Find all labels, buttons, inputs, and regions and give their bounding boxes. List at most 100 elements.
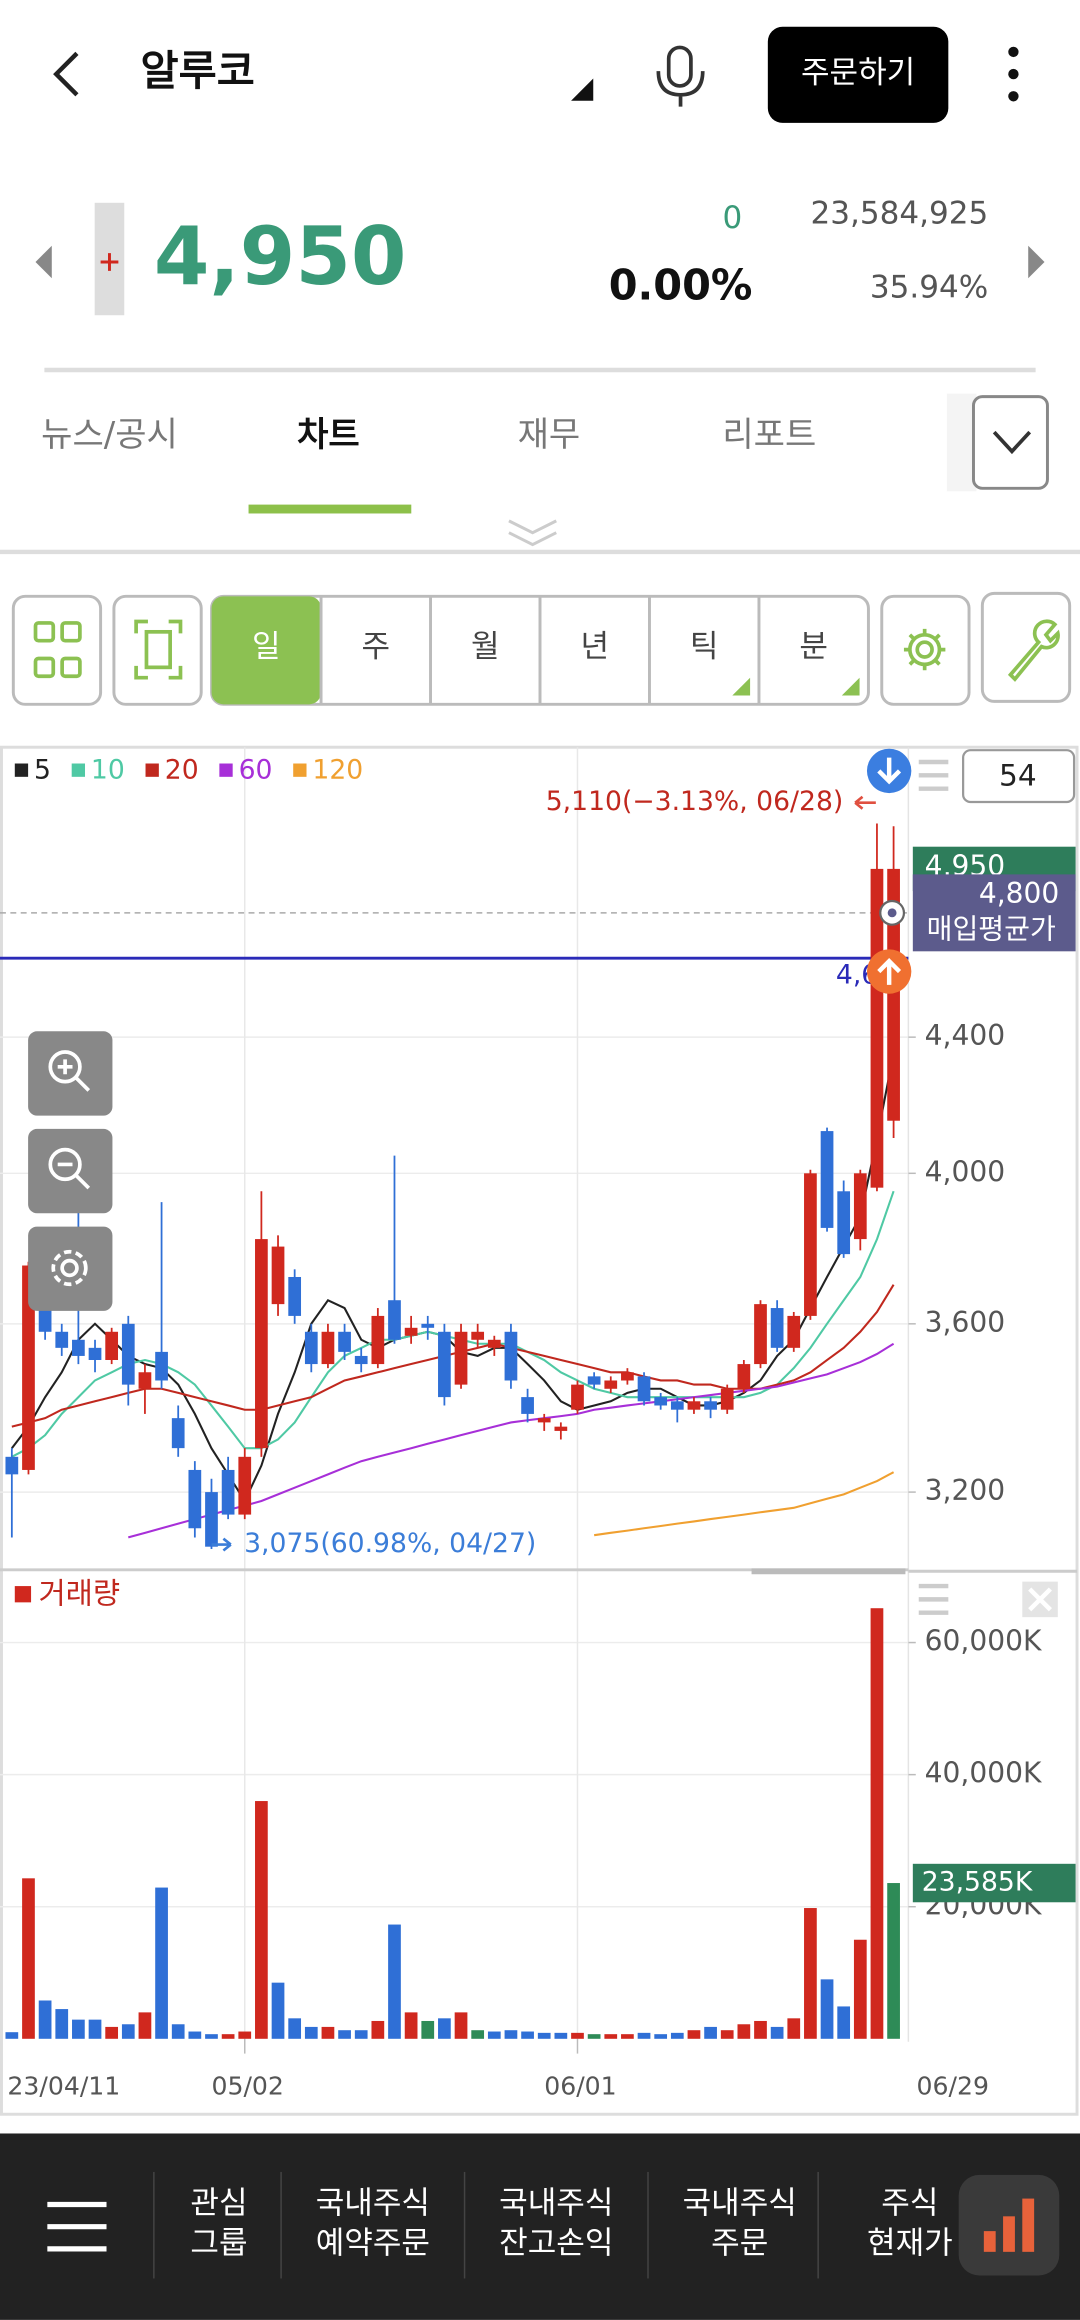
volume-title: 거래량: [38, 1576, 120, 1610]
candle-body: [770, 1308, 784, 1348]
menu-button[interactable]: [47, 2201, 107, 2252]
candle-body: [687, 1401, 701, 1410]
volume-bar: [754, 2020, 767, 2039]
period-option[interactable]: 주: [361, 629, 390, 665]
volume-bar: [571, 2032, 584, 2039]
chart-settings-button[interactable]: [28, 1226, 113, 1311]
zoom-in-button[interactable]: [28, 1031, 113, 1116]
prev-stock[interactable]: [35, 245, 52, 279]
nav-item-line: 국내주식: [683, 2185, 797, 2221]
high-arrow: [854, 795, 876, 810]
candle-body: [487, 1339, 501, 1348]
candle-body: [621, 1372, 634, 1381]
candle-body: [88, 1347, 102, 1360]
x-tick-label: 06/01: [544, 2072, 616, 2101]
tab[interactable]: 뉴스/공시: [41, 415, 178, 455]
nav-item-line: 그룹: [190, 2225, 247, 2261]
volume-bar: [637, 2032, 651, 2039]
order-button[interactable]: [767, 26, 949, 123]
nav-item[interactable]: 국내주식 예약주문: [316, 2185, 430, 2261]
order-button-label: 주문하기: [801, 55, 915, 91]
layout-icon: [33, 621, 82, 679]
candle-body: [171, 1418, 185, 1449]
volume-bar: [171, 2024, 185, 2039]
candle-body: [105, 1331, 119, 1360]
change-rate: 0.00%: [609, 262, 753, 310]
candle-body: [421, 1323, 435, 1328]
zoom-out-button[interactable]: [28, 1128, 113, 1214]
candle-body: [404, 1327, 418, 1336]
volume-bar: [504, 2030, 518, 2039]
collapse-handle[interactable]: [508, 519, 557, 547]
candle-body: [321, 1331, 335, 1365]
tab[interactable]: 리포트: [722, 415, 816, 455]
legend-label: 20: [165, 754, 199, 785]
nav-item[interactable]: 주식 현재가: [867, 2185, 953, 2261]
nav-item-line: 관심: [190, 2185, 247, 2221]
volume-bar: [770, 2026, 784, 2039]
volume-bar: [304, 2026, 318, 2039]
volume-bar: [388, 1924, 401, 2039]
submenu-indicator: [841, 677, 860, 696]
period-active: [211, 596, 322, 705]
tab[interactable]: 재무: [518, 415, 581, 455]
candle-count-box[interactable]: [962, 749, 1076, 804]
candle-body: [504, 1331, 518, 1381]
candle-body: [537, 1418, 551, 1423]
tab-dropdown[interactable]: [971, 395, 1049, 490]
current-volume-tag-label: 23,585K: [922, 1867, 1034, 1898]
tab[interactable]: 차트: [297, 415, 360, 455]
mic-button[interactable]: [656, 45, 705, 107]
candle-body: [438, 1331, 451, 1398]
nav-item-line: 주문: [711, 2225, 768, 2261]
period-option[interactable]: 년: [580, 629, 609, 665]
volume-bar: [887, 1883, 900, 2039]
period-option[interactable]: 일: [252, 629, 281, 665]
volume-bar: [205, 2034, 218, 2039]
candle-body: [887, 868, 900, 1121]
back-button[interactable]: [53, 51, 79, 97]
candle-body: [371, 1315, 385, 1365]
chart-plot: 3,2003,6004,0004,40020,000K40,000K60,000…: [0, 747, 1076, 2101]
settings-button[interactable]: [880, 594, 971, 706]
dropdown-indicator[interactable]: [571, 78, 594, 101]
period-option[interactable]: 분: [799, 629, 828, 665]
legend-swatch: [71, 763, 86, 777]
active-tab-indicator: [248, 504, 412, 514]
volume-panel-menu[interactable]: [918, 1583, 949, 1615]
nav-item-line: 잔고손익: [499, 2225, 613, 2261]
close-volume-panel[interactable]: [1022, 1581, 1058, 1618]
candle-body: [853, 1173, 867, 1240]
tools-button[interactable]: [980, 591, 1072, 703]
candle-body: [271, 1246, 285, 1305]
layout-button[interactable]: [11, 594, 103, 706]
candle-body: [55, 1331, 69, 1348]
next-stock[interactable]: [1028, 245, 1045, 279]
stock-name: 알루코: [141, 47, 255, 95]
fullscreen-button[interactable]: [112, 594, 203, 706]
period-option[interactable]: 틱: [690, 629, 719, 665]
candle-body: [188, 1469, 202, 1529]
volume-legend-swatch: [14, 1586, 32, 1603]
candle-body: [837, 1191, 851, 1255]
avg-price-tag-title: 매입평균가: [927, 913, 1056, 946]
x-tick-label: 06/29: [917, 2072, 989, 2101]
more-menu[interactable]: [1008, 46, 1019, 102]
volume-bar: [105, 2026, 119, 2039]
legend-swatch: [145, 763, 159, 777]
candle-body: [704, 1401, 717, 1410]
volume-bar: [288, 2018, 302, 2039]
chart-shortcut[interactable]: [958, 2174, 1060, 2276]
volume-bar: [255, 1801, 268, 2039]
panel-menu[interactable]: [918, 759, 949, 791]
volume-bar: [188, 2031, 202, 2039]
legend-label: 10: [91, 754, 125, 785]
period-option[interactable]: 월: [471, 629, 500, 665]
volume-bar: [271, 1982, 285, 2039]
nav-item-line: 국내주식: [499, 2185, 613, 2221]
